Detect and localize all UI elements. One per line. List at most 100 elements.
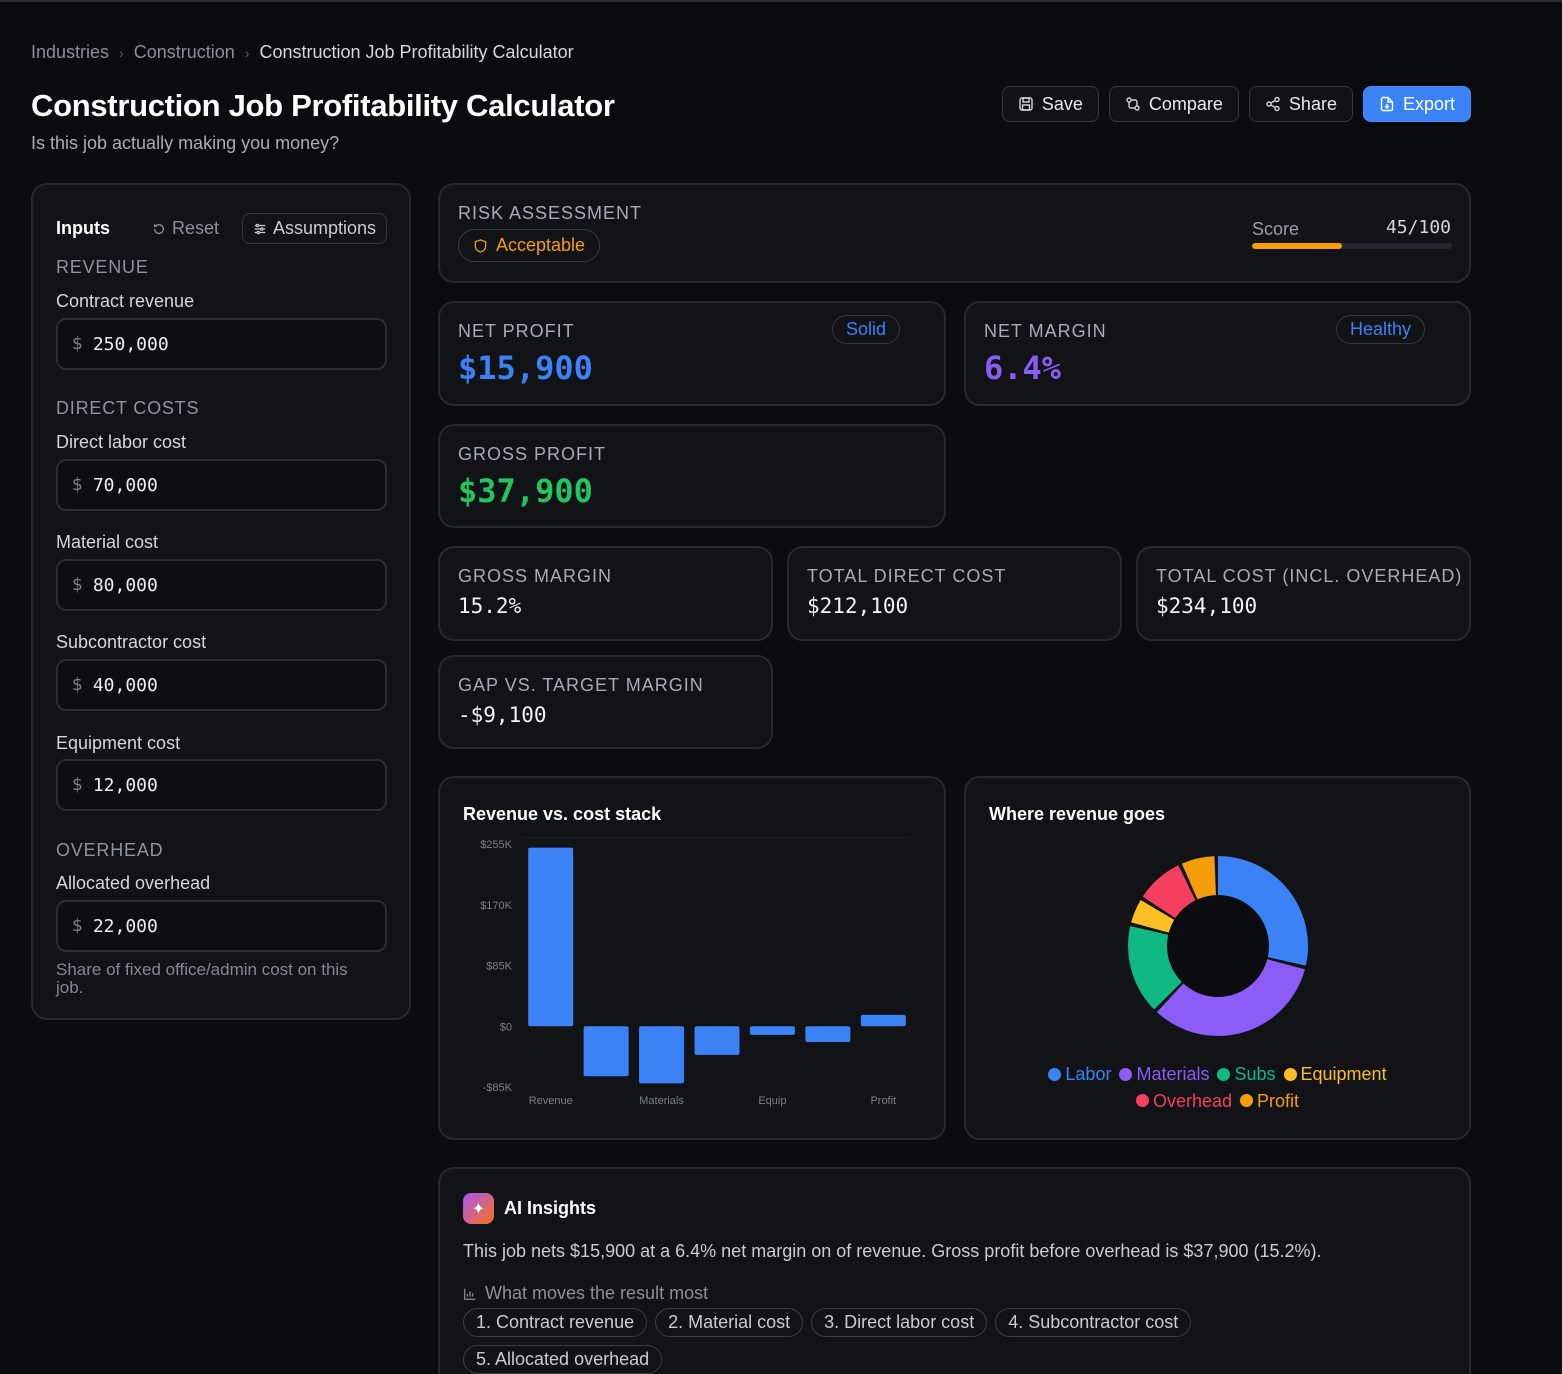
compare-button[interactable]: Compare <box>1108 86 1239 122</box>
y-tick-label: -$85K <box>483 1082 513 1094</box>
total-direct-cost-card: TOTAL DIRECT COST $212,100 <box>787 546 1122 641</box>
ai-insights-header: ✦ AI Insights <box>463 1193 596 1224</box>
file-export-icon <box>1380 96 1394 112</box>
driver-chip[interactable]: 2. Material cost <box>655 1308 804 1337</box>
sliders-icon <box>254 223 266 234</box>
legend-item-equipment: Equipment <box>1283 1061 1387 1087</box>
x-tick-label: Profit <box>870 1095 896 1107</box>
assumptions-button[interactable]: Assumptions <box>241 213 387 244</box>
donut-hole <box>1167 895 1269 997</box>
bar-revenue <box>528 847 574 1027</box>
ai-insights-summary: This job nets $15,900 at a 6.4% net marg… <box>463 1241 1322 1261</box>
revenue-cost-bar-chart: $255K $170K $85K $0 -$85K Revenue Materials Equ… <box>480 837 910 1107</box>
equipment-cost-label: Equipment cost <box>56 733 181 753</box>
breadcrumb-industries[interactable]: Industries <box>31 42 110 62</box>
direct-labor-input[interactable]: $ 70,000 <box>56 459 387 511</box>
net-profit-card: NET PROFIT Solid $15,900 <box>438 301 946 406</box>
x-tick-label: Revenue <box>529 1095 573 1107</box>
score-progress-bar <box>1252 243 1452 249</box>
allocated-overhead-label: Allocated overhead <box>56 873 211 893</box>
bar-chart-icon <box>464 1288 476 1300</box>
revenue-breakdown-card: Where revenue goes Labor Materials Subs Equ… <box>964 776 1471 1140</box>
section-overhead: OVERHEAD <box>56 840 164 860</box>
total-cost-card: TOTAL COST (INCL. OVERHEAD) $234,100 <box>1136 546 1471 641</box>
material-cost-input[interactable]: $ 80,000 <box>56 559 387 611</box>
gross-margin-card: GROSS MARGIN 15.2% <box>438 546 773 641</box>
compare-label: Compare <box>1148 93 1223 114</box>
inputs-header: Inputs Reset Assumptions <box>56 213 387 244</box>
direct-labor-label: Direct labor cost <box>56 432 187 452</box>
risk-status: Acceptable <box>496 235 586 255</box>
risk-status-badge: Acceptable <box>458 229 601 262</box>
chevron-right-icon: › <box>244 44 250 61</box>
reset-icon <box>153 223 165 234</box>
legend-label: Profit <box>1257 1090 1300 1111</box>
score-value: 45/100 <box>1385 217 1451 238</box>
drivers-heading: What moves the result most <box>463 1283 708 1304</box>
net-profit-label: NET PROFIT <box>458 321 575 341</box>
score-label: Score <box>1252 219 1300 239</box>
bar-subs <box>694 1026 740 1055</box>
allocated-overhead-input[interactable]: $ 22,000 <box>56 900 387 952</box>
currency-symbol: $ <box>72 775 83 795</box>
inputs-panel: Inputs Reset Assumptions REVENUE Contrac… <box>31 183 411 1020</box>
subcontractor-cost-label: Subcontractor cost <box>56 632 207 652</box>
revenue-cost-chart-card: Revenue vs. cost stack $255K $170K $85K $0 -… <box>438 776 946 1140</box>
drivers-label: What moves the result most <box>485 1283 709 1303</box>
save-button[interactable]: Save <box>1001 86 1099 122</box>
donut-legend: Labor Materials Subs Equipment Overhead Profi… <box>966 1061 1469 1114</box>
donut-slices <box>1128 856 1308 1036</box>
bar-chart-title: Revenue vs. cost stack <box>463 804 662 824</box>
legend-item-subs: Subs <box>1217 1061 1276 1087</box>
total-cost-label: TOTAL COST (INCL. OVERHEAD) <box>1156 566 1463 586</box>
compare-icon <box>1126 97 1140 111</box>
reset-label: Reset <box>172 218 220 238</box>
driver-chip[interactable]: 1. Contract revenue <box>463 1308 648 1337</box>
net-margin-value: 6.4% <box>984 349 1062 387</box>
legend-item-labor: Labor <box>1048 1061 1111 1087</box>
contract-revenue-input[interactable]: $ 250,000 <box>56 318 387 370</box>
ai-insights-title: AI Insights <box>504 1198 597 1218</box>
shield-icon <box>474 238 487 253</box>
currency-symbol: $ <box>72 334 83 354</box>
page-subtitle: Is this job actually making you money? <box>31 133 340 153</box>
legend-item-profit: Profit <box>1240 1088 1299 1114</box>
bar-overhead <box>805 1026 851 1042</box>
currency-symbol: $ <box>72 675 83 695</box>
export-label: Export <box>1402 93 1455 114</box>
share-icon <box>1266 96 1280 112</box>
x-tick-label: Materials <box>639 1095 684 1107</box>
subcontractor-cost-input[interactable]: $ 40,000 <box>56 659 387 711</box>
net-profit-value: $15,900 <box>458 349 593 387</box>
legend-dot <box>1283 1067 1297 1081</box>
legend-item-materials: Materials <box>1119 1061 1209 1087</box>
equipment-cost-input[interactable]: $ 12,000 <box>56 759 387 811</box>
breadcrumb: Industries › Construction › Construction… <box>31 42 574 63</box>
gap-target-value: -$9,100 <box>458 703 547 727</box>
breadcrumb-current: Construction Job Profitability Calculato… <box>259 42 574 62</box>
driver-chip[interactable]: 4. Subcontractor cost <box>995 1308 1192 1337</box>
share-button[interactable]: Share <box>1248 86 1353 122</box>
revenue-donut-chart <box>1128 856 1308 1036</box>
currency-symbol: $ <box>72 575 83 595</box>
driver-chip[interactable]: 5. Allocated overhead <box>463 1345 663 1374</box>
y-tick-label: $170K <box>480 900 512 912</box>
section-direct-costs: DIRECT COSTS <box>56 398 200 418</box>
export-button[interactable]: Export <box>1362 86 1471 122</box>
gap-target-card: GAP VS. TARGET MARGIN -$9,100 <box>438 655 773 749</box>
breadcrumb-construction[interactable]: Construction <box>133 42 235 62</box>
slice-materials <box>1128 856 1308 1036</box>
slice-labor <box>1128 856 1308 1036</box>
gap-target-label: GAP VS. TARGET MARGIN <box>458 675 704 695</box>
legend-label: Overhead <box>1152 1090 1233 1111</box>
risk-label: RISK ASSESSMENT <box>458 203 643 223</box>
page-title: Construction Job Profitability Calculato… <box>31 88 615 123</box>
slice-subs <box>1128 856 1308 1036</box>
inputs-heading: Inputs <box>56 218 110 238</box>
total-direct-cost-label: TOTAL DIRECT COST <box>807 566 1007 586</box>
driver-chip[interactable]: 3. Direct labor cost <box>811 1308 988 1337</box>
legend-label: Equipment <box>1300 1064 1387 1084</box>
net-margin-badge: Healthy <box>1335 315 1425 344</box>
sparkle-icon: ✦ <box>463 1193 494 1224</box>
reset-button[interactable]: Reset <box>152 218 219 239</box>
